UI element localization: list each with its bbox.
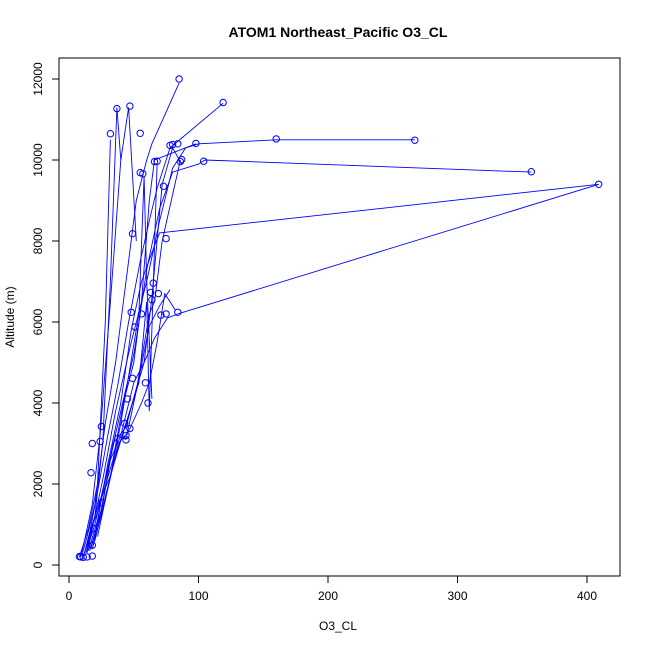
data-point (272, 135, 280, 143)
x-tick-label: 0 (66, 589, 73, 603)
y-axis: 0 2000 4000 6000 8000 10000 12000 (31, 62, 60, 568)
data-point (139, 170, 147, 178)
data-point (149, 279, 157, 287)
data-point (88, 439, 97, 448)
x-axis: 0 100 200 300 400 (66, 575, 597, 603)
data-point (113, 104, 121, 113)
x-tick-label: 200 (318, 589, 338, 603)
data-point (126, 424, 134, 433)
data-point (157, 311, 165, 319)
data-point (126, 102, 134, 110)
data-point (146, 288, 155, 297)
profile-line-9 (89, 183, 599, 551)
data-point (527, 168, 535, 176)
data-point (83, 553, 91, 561)
x-tick-label: 100 (188, 589, 208, 603)
profile-line-1 (78, 139, 111, 558)
data-point (153, 157, 161, 165)
profile-line-3 (80, 107, 137, 558)
data-point (128, 374, 137, 382)
profile-line-4 (81, 82, 180, 556)
profile-line-14 (84, 143, 197, 554)
data-point (87, 469, 95, 477)
data-point (96, 437, 104, 446)
x-axis-label: O3_CL (319, 619, 357, 633)
data-point (97, 422, 106, 431)
y-tick-label: 10000 (31, 143, 45, 177)
data-point (176, 157, 185, 166)
data-point (128, 230, 137, 238)
x-tick-label: 300 (447, 589, 467, 603)
data-point (595, 180, 603, 189)
chart-title: ATOM1 Northeast_Pacific O3_CL (229, 24, 448, 40)
data-point (200, 157, 208, 165)
profile-line-16 (97, 146, 183, 537)
data-point (89, 524, 98, 533)
data-point (144, 399, 152, 407)
data-point (121, 419, 129, 427)
data-point (131, 323, 139, 331)
y-tick-label: 2000 (31, 470, 45, 497)
y-tick-label: 4000 (31, 389, 45, 416)
profile-line-6 (86, 139, 415, 553)
y-tick-label: 0 (31, 561, 45, 568)
data-point (127, 308, 135, 316)
data-point (75, 552, 84, 561)
data-point (411, 136, 419, 144)
y-tick-label: 8000 (31, 227, 45, 254)
x-tick-label: 400 (577, 589, 597, 603)
data-point (159, 182, 168, 191)
data-point (150, 157, 159, 166)
profile-line-8 (87, 183, 599, 551)
data-point (88, 552, 97, 560)
data-point (123, 395, 132, 403)
data-point (192, 139, 200, 148)
data-point (136, 129, 144, 138)
profile-line-2 (82, 107, 122, 558)
data-point (154, 289, 163, 298)
data-point (137, 310, 146, 318)
data-point (219, 98, 227, 107)
data-point (148, 296, 156, 304)
data-point (106, 130, 115, 138)
data-point (88, 541, 97, 549)
data-point (162, 310, 170, 318)
profile-line-5 (84, 102, 224, 554)
data-point (178, 155, 186, 164)
data-point (174, 308, 182, 316)
y-tick-label: 6000 (31, 308, 45, 335)
data-point (97, 498, 106, 507)
data-point (174, 140, 182, 148)
y-tick-label: 12000 (31, 62, 45, 96)
data-point (141, 379, 150, 387)
data-point (122, 431, 130, 440)
data-point (79, 553, 87, 561)
data-point (175, 75, 183, 83)
y-axis-label: Altitude (m) (3, 286, 17, 347)
profile-line-7 (85, 159, 532, 554)
data-point (122, 436, 130, 444)
series-layer (78, 82, 599, 558)
points-layer (75, 75, 603, 561)
data-point (166, 141, 174, 150)
data-point (162, 234, 170, 243)
